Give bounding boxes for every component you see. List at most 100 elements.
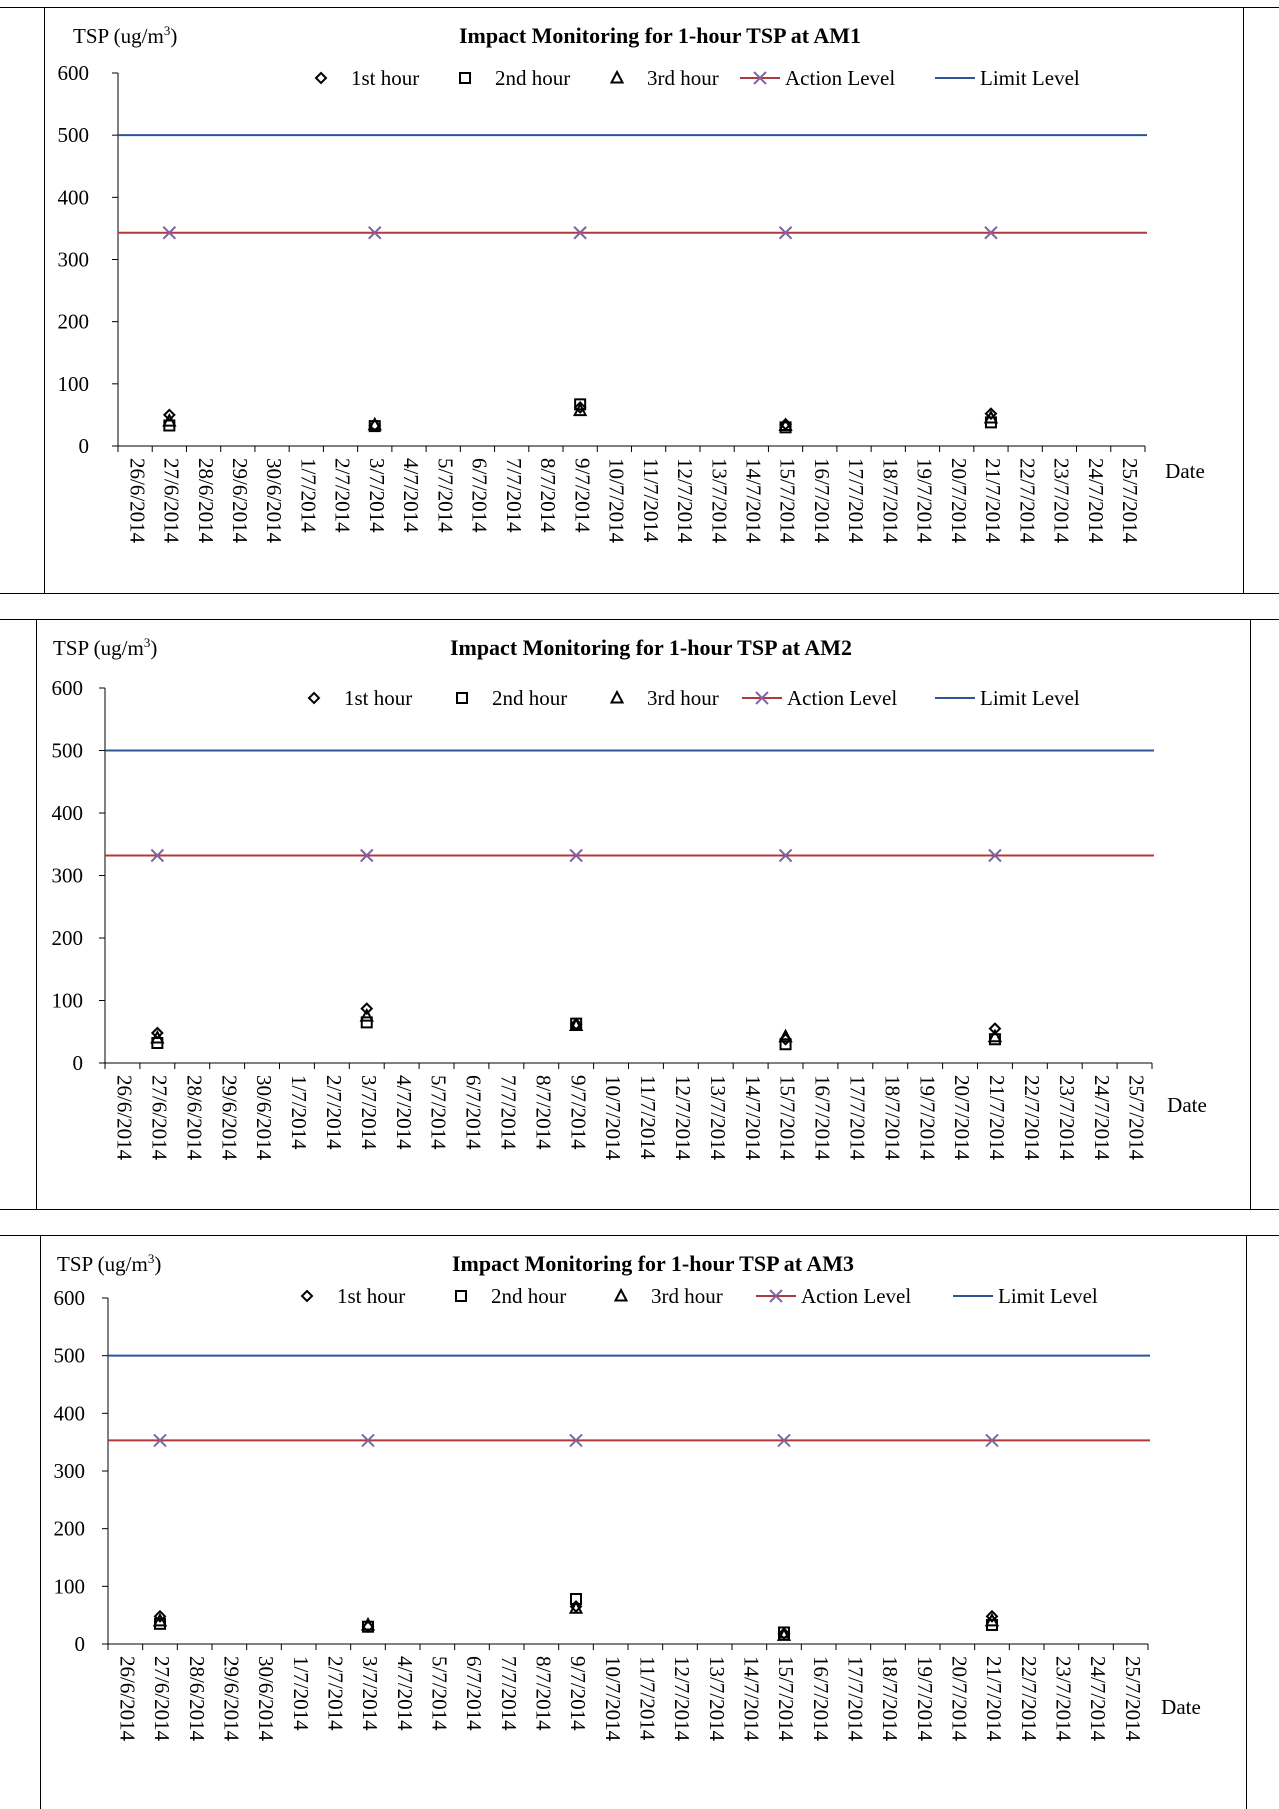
x-tick-label: 7/7/2014	[497, 1656, 521, 1731]
x-tick-label: 5/7/2014	[428, 1656, 452, 1731]
legend-marker-square	[459, 72, 471, 84]
x-tick-label: 28/6/2014	[194, 458, 218, 544]
x-tick-label: 6/7/2014	[462, 1656, 486, 1731]
x-tick-label: 2/7/2014	[322, 1075, 346, 1150]
x-tick-label: 26/6/2014	[125, 458, 149, 544]
x-tick-label: 24/7/2014	[1084, 458, 1108, 544]
x-tick-label: 5/7/2014	[427, 1075, 451, 1150]
x-tick-label: 24/7/2014	[1090, 1075, 1114, 1161]
y-tick-label: 200	[52, 926, 84, 950]
x-tick-label: 17/7/2014	[844, 458, 868, 544]
legend-marker-square	[455, 1290, 467, 1302]
x-tick-label: 15/7/2014	[774, 1656, 798, 1742]
x-tick-label: 15/7/2014	[776, 458, 800, 544]
x-tick-label: 5/7/2014	[433, 458, 457, 533]
x-tick-label: 14/7/2014	[741, 1075, 765, 1161]
x-tick-label: 6/7/2014	[462, 1075, 486, 1150]
y-axis-label-superscript: 3	[144, 635, 151, 650]
triangle-point	[162, 412, 177, 427]
y-tick-label: 0	[79, 434, 90, 458]
x-tick-label: 30/6/2014	[254, 1656, 278, 1742]
chart-am3: Impact Monitoring for 1-hour TSP at AM3 T…	[54, 1251, 1201, 1742]
x-tick-label: 3/7/2014	[358, 1656, 382, 1731]
x-tick-label: 1/7/2014	[287, 1075, 311, 1150]
y-tick-label: 200	[58, 310, 90, 334]
y-tick-label: 200	[54, 1517, 86, 1541]
legend-marker-action-level	[753, 71, 767, 85]
legend-label: 2nd hour	[495, 66, 570, 90]
x-tick-label: 9/7/2014	[566, 1075, 590, 1150]
legend-marker-diamond	[314, 71, 328, 85]
x-tick-label: 25/7/2014	[1121, 1656, 1145, 1742]
action-level-marker	[777, 1433, 791, 1448]
x-tick-label: 22/7/2014	[1017, 1656, 1041, 1742]
y-tick-label: 100	[54, 1574, 86, 1598]
x-tick-label: 2/7/2014	[331, 458, 355, 533]
y-axis-label-text: TSP (ug/m	[53, 636, 144, 660]
triangle-point	[150, 1029, 165, 1044]
x-tick-label: 28/6/2014	[185, 1656, 209, 1742]
y-axis-label-text: TSP (ug/m	[57, 1252, 148, 1276]
square-point	[360, 1016, 373, 1029]
y-tick-label: 500	[58, 123, 90, 147]
action-level-marker	[368, 226, 382, 240]
x-tick-label: 17/7/2014	[844, 1656, 868, 1742]
x-tick-label: 16/7/2014	[810, 458, 834, 544]
legend-label-action-level: Action Level	[801, 1284, 911, 1308]
x-tick-label: 1/7/2014	[296, 458, 320, 533]
square-point	[368, 420, 381, 433]
diamond-point	[985, 1609, 999, 1623]
legend-label-limit-level: Limit Level	[980, 66, 1080, 90]
x-tick-label: 11/7/2014	[636, 1075, 660, 1160]
x-tick-label: 4/7/2014	[399, 458, 423, 533]
y-tick-label: 500	[52, 739, 84, 763]
x-tick-label: 18/7/2014	[878, 458, 902, 544]
x-tick-label: 11/7/2014	[636, 1656, 660, 1741]
x-tick-label: 6/7/2014	[468, 458, 492, 533]
legend-label-limit-level: Limit Level	[980, 686, 1080, 710]
action-level-marker	[778, 848, 793, 863]
table-border-right	[1246, 1235, 1247, 1809]
x-tick-label: 3/7/2014	[365, 458, 389, 533]
x-axis-label: Date	[1165, 459, 1205, 483]
y-tick-label: 400	[58, 185, 90, 209]
y-tick-label: 0	[75, 1632, 86, 1656]
action-level-marker	[162, 226, 177, 240]
table-border-right	[1243, 7, 1244, 593]
action-level-marker	[988, 848, 1002, 863]
diamond-point	[153, 1609, 167, 1623]
x-tick-label: 9/7/2014	[566, 1656, 590, 1731]
x-tick-label: 13/7/2014	[707, 458, 731, 544]
x-tick-label: 23/7/2014	[1055, 1075, 1079, 1161]
y-axis-label-superscript: 3	[164, 23, 171, 38]
x-tick-label: 7/7/2014	[502, 458, 526, 533]
x-tick-label: 27/6/2014	[160, 458, 184, 544]
x-tick-label: 14/7/2014	[740, 1656, 764, 1742]
x-tick-label: 24/7/2014	[1086, 1656, 1110, 1742]
triangle-point	[778, 417, 793, 431]
chart-am2: Impact Monitoring for 1-hour TSP at AM2 T…	[52, 635, 1207, 1161]
x-tick-label: 4/7/2014	[392, 1075, 416, 1150]
diamond-point	[984, 407, 998, 421]
action-level-marker	[569, 848, 583, 863]
x-tick-label: 30/6/2014	[262, 458, 286, 544]
table-border	[0, 1209, 1279, 1210]
x-tick-label: 26/6/2014	[116, 1656, 140, 1742]
y-tick-label: 400	[52, 801, 84, 825]
x-tick-label: 27/6/2014	[148, 1075, 172, 1161]
table-border-top	[0, 7, 1279, 8]
x-tick-label: 11/7/2014	[639, 458, 663, 543]
legend-marker-square	[456, 692, 468, 704]
legend-label-action-level: Action Level	[785, 66, 895, 90]
y-tick-label: 300	[52, 864, 84, 888]
x-tick-label: 1/7/2014	[289, 1656, 313, 1731]
x-tick-label: 9/7/2014	[570, 458, 594, 533]
x-tick-label: 25/7/2014	[1125, 1075, 1149, 1161]
y-axis-label: TSP (ug/m3)	[73, 23, 177, 48]
action-level-marker	[150, 848, 165, 863]
x-tick-label: 22/7/2014	[1015, 458, 1039, 544]
legend-marker-triangle	[609, 689, 625, 704]
triangle-point	[987, 1028, 1003, 1043]
legend-label: 1st hour	[337, 1284, 405, 1308]
x-tick-label: 3/7/2014	[357, 1075, 381, 1150]
